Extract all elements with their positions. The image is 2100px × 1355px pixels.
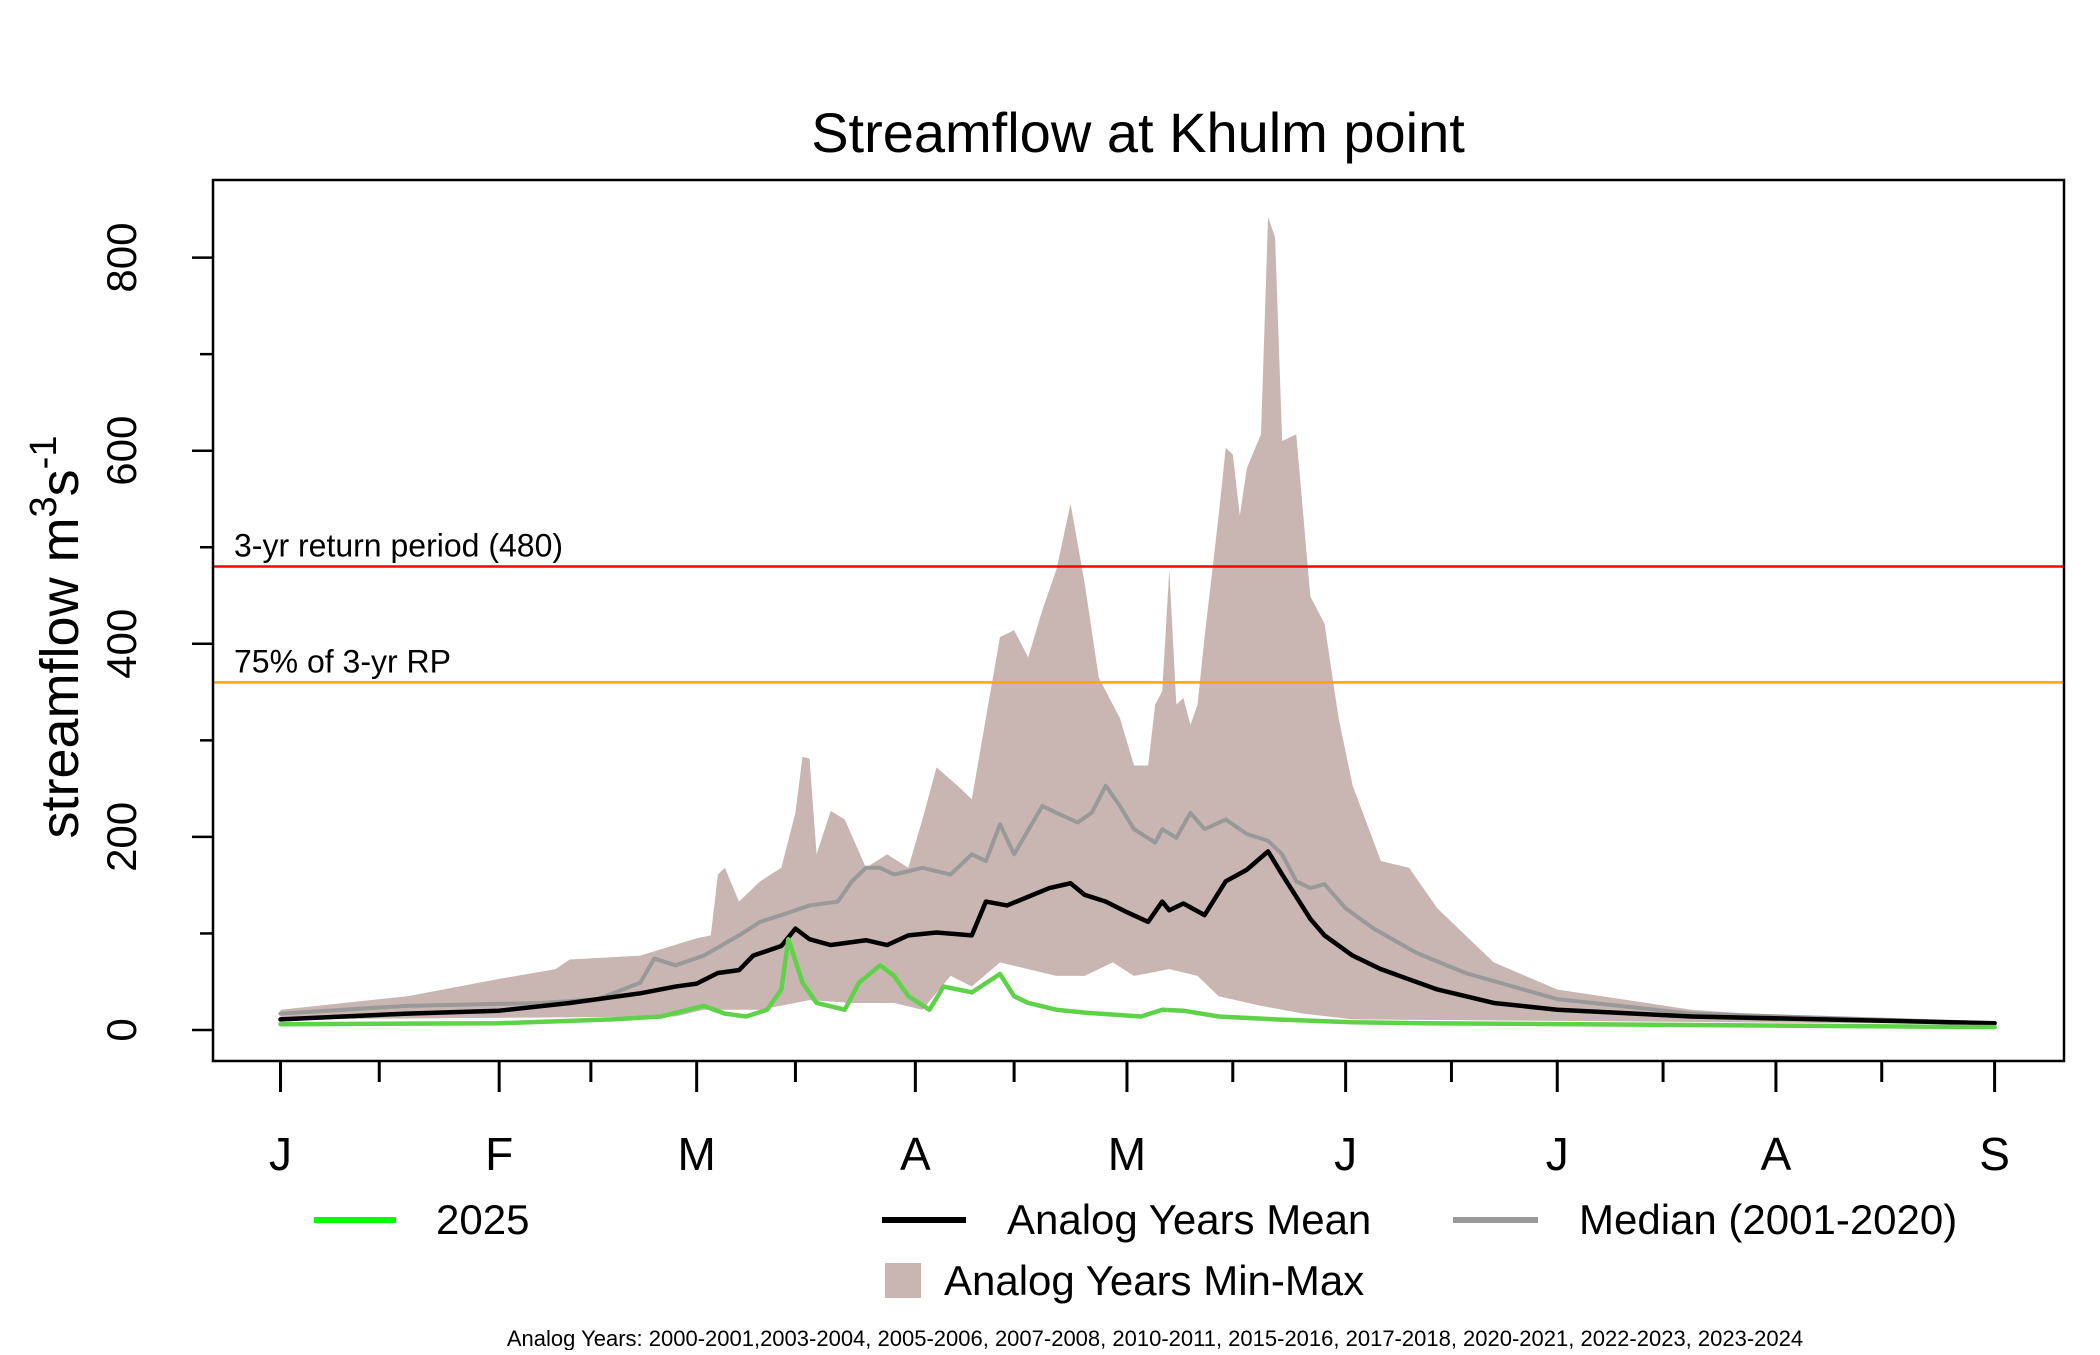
plot-frame (211, 178, 2066, 1063)
y-tick-label: 600 (98, 416, 145, 486)
legend: 2025 Analog Years Mean Median (2001-2020… (314, 1196, 1957, 1304)
threshold-label-0: 3-yr return period (480) (234, 528, 563, 564)
series-line-median-2001-2020- (278, 783, 1997, 1026)
legend-2025-label: 2025 (436, 1196, 529, 1243)
x-tick-label: J (269, 1128, 292, 1180)
minmax-band (280, 217, 1995, 1025)
y-tick-label: 800 (98, 223, 145, 293)
plot-area: 3-yr return period (480) 75% of 3-yr RP (213, 217, 2064, 1030)
y-tick-label: 0 (98, 1018, 145, 1041)
legend-median-label: Median (2001-2020) (1579, 1196, 1957, 1243)
x-tick-label: A (900, 1128, 931, 1180)
y-axis: 0 200 400 600 800 (98, 223, 213, 1042)
x-tick-label: F (485, 1128, 513, 1180)
analog-years-footnote: Analog Years: 2000-2001,2003-2004, 2005-… (507, 1326, 1803, 1350)
x-tick-label: J (1546, 1128, 1569, 1180)
x-tick-label: J (1334, 1128, 1357, 1180)
legend-minmax-label: Analog Years Min-Max (944, 1257, 1364, 1304)
series-line-analog-years-mean (278, 849, 1997, 1026)
x-tick-label: M (1108, 1128, 1146, 1180)
y-tick-label: 200 (98, 802, 145, 872)
threshold-label-1: 75% of 3-yr RP (234, 643, 451, 679)
chart-title: Streamflow at Khulm point (811, 101, 1465, 164)
x-tick-label: A (1761, 1128, 1792, 1180)
series-line-2025 (278, 936, 1997, 1030)
x-tick-label: S (1979, 1128, 2010, 1180)
x-tick-label: M (678, 1128, 716, 1180)
legend-mean-label: Analog Years Mean (1007, 1196, 1371, 1243)
y-tick-label: 400 (98, 609, 145, 679)
y-axis-title: streamflow m3s-1 (23, 436, 90, 839)
legend-minmax-swatch (885, 1263, 921, 1298)
